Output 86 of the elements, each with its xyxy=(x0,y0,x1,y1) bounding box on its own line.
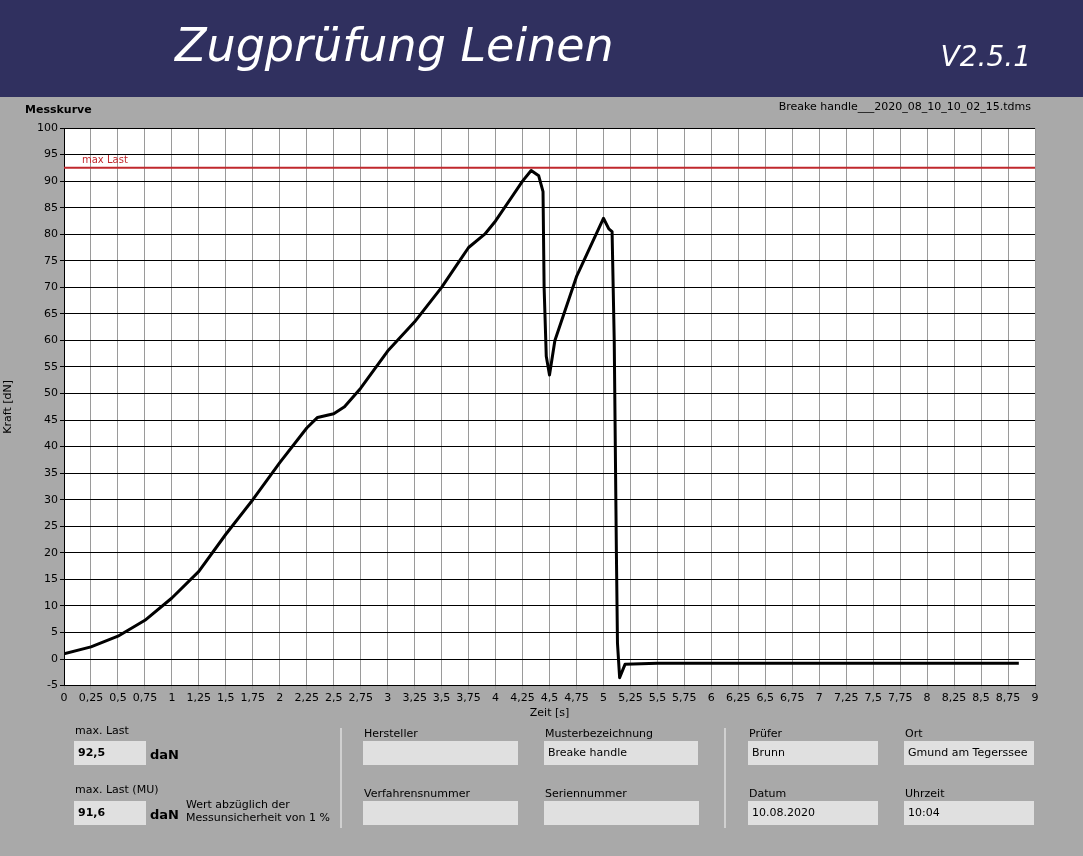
text: 91,6 xyxy=(74,801,146,825)
x-tick-label: 5,75 xyxy=(672,691,697,705)
text: Prüfer xyxy=(749,727,783,740)
x-tick-label: 3,5 xyxy=(432,691,451,705)
x-tick-label: 2,25 xyxy=(294,691,319,705)
x-tick-label: 1,5 xyxy=(217,691,235,705)
x-tick-label: 6 xyxy=(707,691,715,705)
text: Gmund am Tegerssee xyxy=(904,741,1034,765)
x-tick-label: 4,25 xyxy=(510,691,535,705)
y-tick-label: 70 xyxy=(44,280,58,294)
x-tick-label: 5,25 xyxy=(618,691,643,705)
x-tick-label: 2 xyxy=(276,691,284,705)
x-tick-label: 8,75 xyxy=(995,691,1021,705)
y-tick-label: 45 xyxy=(44,412,58,426)
text: daN xyxy=(150,747,179,762)
ref-line-label: max Last xyxy=(82,154,128,166)
text: Musterbezeichnung xyxy=(545,727,654,740)
x-tick-label: 9 xyxy=(1031,691,1039,705)
x-tick-label: 0,25 xyxy=(78,691,104,705)
y-tick-label: 90 xyxy=(44,173,58,187)
text: max. Last (MU) xyxy=(75,783,159,796)
y-tick-label: 65 xyxy=(44,306,58,320)
x-tick-label: 5,5 xyxy=(648,691,667,705)
x-tick-label: 3,75 xyxy=(456,691,481,705)
x-tick-label: 8,5 xyxy=(972,691,990,705)
y-tick-label: 100 xyxy=(37,120,58,134)
y-tick-label: 10 xyxy=(44,598,58,612)
y-tick-label: 60 xyxy=(44,333,58,347)
y-tick-label: 50 xyxy=(44,386,58,400)
y-tick-label: 80 xyxy=(44,227,58,241)
text: Hersteller xyxy=(364,727,418,740)
text: 10.08.2020 xyxy=(748,801,878,825)
text: daN xyxy=(150,807,179,822)
y-tick-label: 25 xyxy=(44,519,58,533)
x-tick-label: 1,75 xyxy=(240,691,266,705)
y-tick-label: 95 xyxy=(44,147,58,161)
x-tick-label: 7 xyxy=(815,691,823,705)
x-tick-label: 1 xyxy=(168,691,176,705)
x-tick-label: 1,25 xyxy=(186,691,212,705)
x-tick-label: 7,5 xyxy=(864,691,882,705)
text: Messkurve xyxy=(25,103,92,116)
y-tick-label: 30 xyxy=(44,492,58,506)
x-tick-label: 6,75 xyxy=(780,691,805,705)
y-tick-label: 0 xyxy=(51,651,58,665)
x-tick-label: 4,75 xyxy=(564,691,589,705)
text: 92,5 xyxy=(74,741,146,765)
x-tick-label: 0,5 xyxy=(109,691,127,705)
text: Ort xyxy=(905,727,923,740)
y-tick-label: 20 xyxy=(44,545,58,559)
y-tick-label: 5 xyxy=(51,625,58,639)
text: Brunn xyxy=(748,741,878,765)
y-tick-label: 15 xyxy=(44,572,58,586)
x-tick-label: 2,5 xyxy=(324,691,343,705)
x-tick-label: 8 xyxy=(923,691,931,705)
y-tick-label: 75 xyxy=(44,253,58,267)
text: Verfahrensnummer xyxy=(364,787,470,800)
x-tick-label: 2,75 xyxy=(348,691,373,705)
x-tick-label: 6,5 xyxy=(756,691,775,705)
y-tick-label: 35 xyxy=(44,466,58,480)
chart-subtitle: V2.5.1 xyxy=(940,40,1031,73)
x-tick-label: 7,75 xyxy=(887,691,913,705)
text: Uhrzeit xyxy=(905,787,945,800)
x-tick-label: 0,75 xyxy=(132,691,158,705)
x-tick-label: 7,25 xyxy=(833,691,859,705)
x-axis-title: Zeit [s] xyxy=(529,706,570,720)
x-tick-label: 3 xyxy=(384,691,392,705)
text: Datum xyxy=(749,787,787,800)
chart-title: Zugprüfung Leinen xyxy=(175,18,614,72)
x-tick-label: 5 xyxy=(599,691,607,705)
y-tick-label: 40 xyxy=(44,439,58,453)
text: Wert abzüglich der Messunsicherheit von 1 % xyxy=(186,798,331,824)
text: Seriennummer xyxy=(545,787,627,800)
x-tick-label: 4 xyxy=(492,691,500,705)
x-tick-label: 3,25 xyxy=(402,691,427,705)
x-tick-label: 6,25 xyxy=(726,691,751,705)
x-tick-label: 0 xyxy=(60,691,68,705)
x-tick-label: 8,25 xyxy=(941,691,967,705)
x-tick-label: 4,5 xyxy=(540,691,559,705)
y-tick-label: 85 xyxy=(44,200,58,214)
y-axis-title: Kraft [dN] xyxy=(1,379,15,434)
y-tick-label: -5 xyxy=(47,678,58,692)
text: Breake handle xyxy=(544,741,698,765)
text: max. Last xyxy=(75,724,129,737)
y-tick-label: 55 xyxy=(44,359,58,373)
text: 10:04 xyxy=(904,801,1034,825)
text: Breake handle___2020_08_10_10_02_15.tdms xyxy=(778,100,1031,113)
